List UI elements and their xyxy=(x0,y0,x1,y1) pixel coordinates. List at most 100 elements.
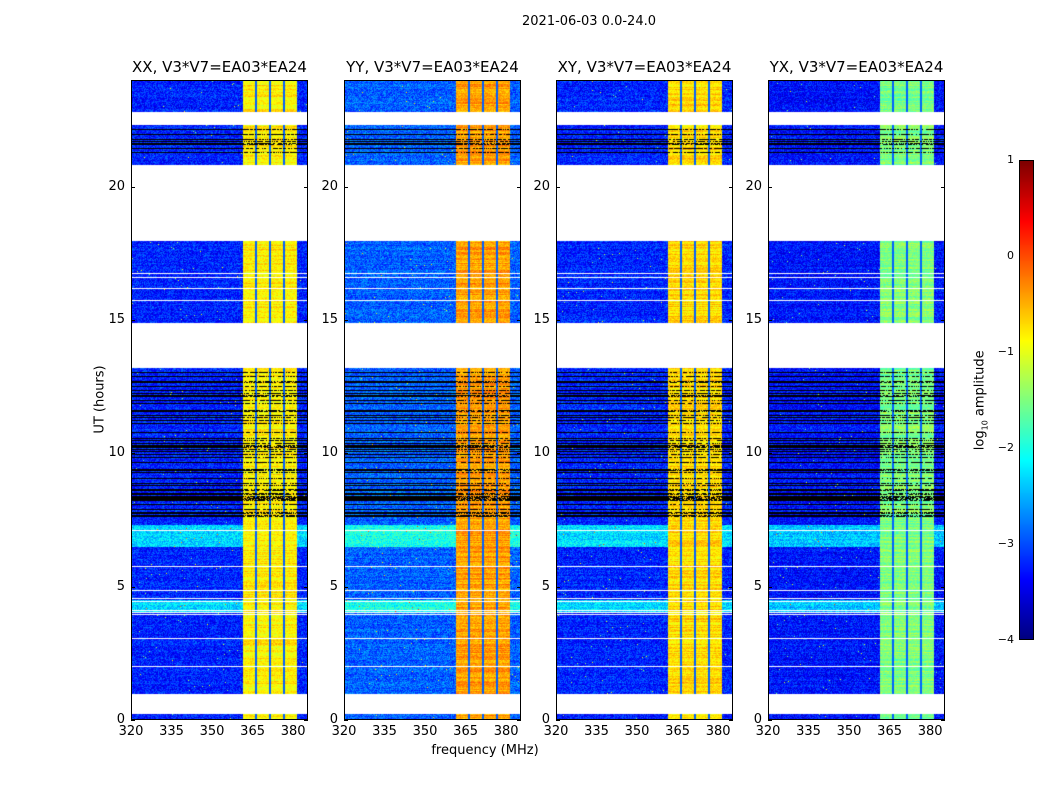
y-tick-label: 0 xyxy=(329,712,338,727)
y-tick xyxy=(941,720,945,721)
axes-frame xyxy=(131,80,308,720)
y-tick xyxy=(344,586,348,588)
y-tick xyxy=(517,720,521,721)
x-tick-label: 380 xyxy=(705,724,731,739)
x-tick-label: 365 xyxy=(665,724,690,739)
panel-title: YX, V3*V7=EA03*EA24 xyxy=(769,58,944,76)
heatmap-image xyxy=(768,80,945,720)
y-tick xyxy=(517,186,521,188)
y-tick xyxy=(344,186,348,188)
y-tick-label: 15 xyxy=(108,312,125,327)
panel-3: YX, V3*V7=EA03*EA24 0 5 10 15 20 320 335 35… xyxy=(745,58,945,739)
colorbar-tick-label: −1 xyxy=(997,345,1014,358)
axes-frame xyxy=(768,80,945,720)
figure-title: 2021-06-03 0.0-24.0 xyxy=(522,14,656,29)
y-tick xyxy=(941,586,945,588)
x-tick-label: 335 xyxy=(584,724,609,739)
panel-title: XX, V3*V7=EA03*EA24 xyxy=(132,58,307,76)
y-tick xyxy=(729,586,733,588)
y-tick-label: 20 xyxy=(321,178,338,194)
y-tick-label: 5 xyxy=(753,578,762,594)
colorbar-tick-label: −3 xyxy=(997,537,1014,550)
y-tick xyxy=(304,186,308,188)
y-tick-label: 5 xyxy=(541,578,550,594)
heatmap-image xyxy=(556,80,733,720)
heatmap-image xyxy=(131,80,308,720)
y-tick xyxy=(941,186,945,188)
axes-frame xyxy=(556,80,733,720)
y-tick-label: 5 xyxy=(329,578,338,594)
y-tick xyxy=(517,586,521,588)
y-tick xyxy=(131,586,135,588)
y-tick xyxy=(304,586,308,588)
colorbar-tick-label: 1 xyxy=(1007,153,1014,166)
y-tick xyxy=(729,720,733,721)
y-tick xyxy=(556,453,560,455)
y-tick xyxy=(768,586,772,588)
y-tick xyxy=(556,586,560,588)
y-tick-label: 15 xyxy=(321,312,338,327)
y-tick xyxy=(131,720,135,721)
y-tick xyxy=(941,453,945,455)
x-tick-label: 380 xyxy=(493,724,519,739)
y-tick xyxy=(517,453,521,455)
colorbar xyxy=(1019,160,1034,640)
x-tick-label: 380 xyxy=(917,724,943,739)
panel-1: YY, V3*V7=EA03*EA24 0 5 10 15 20 320 335 35… xyxy=(321,58,521,739)
colorbar-tick-label: 0 xyxy=(1007,249,1014,262)
y-tick-label: 20 xyxy=(745,178,762,194)
x-tick-label: 350 xyxy=(412,724,438,739)
x-tick-label: 335 xyxy=(159,724,184,739)
y-tick-label: 15 xyxy=(533,312,550,327)
x-tick-label: 380 xyxy=(280,724,306,739)
heatmap-image xyxy=(344,80,521,720)
colorbar-tick-label: −2 xyxy=(997,441,1014,454)
y-tick-label: 0 xyxy=(116,712,125,727)
x-tick-label: 365 xyxy=(877,724,902,739)
x-tick-label: 320 xyxy=(755,724,781,739)
y-tick-label: 10 xyxy=(108,445,125,461)
x-tick-label: 350 xyxy=(199,724,225,739)
colorbar-label: log10 amplitude xyxy=(972,350,990,451)
y-tick-label: 10 xyxy=(745,445,762,461)
y-tick xyxy=(304,453,308,455)
y-tick xyxy=(304,320,308,321)
y-tick xyxy=(344,320,348,321)
y-tick xyxy=(768,186,772,188)
x-tick-label: 335 xyxy=(796,724,821,739)
y-tick xyxy=(729,453,733,455)
y-tick xyxy=(729,186,733,188)
x-tick-label: 320 xyxy=(331,724,357,739)
y-tick xyxy=(517,320,521,321)
y-tick xyxy=(941,320,945,321)
y-tick xyxy=(556,320,560,321)
y-tick xyxy=(729,320,733,321)
y-tick xyxy=(768,720,772,721)
y-tick xyxy=(131,453,135,455)
x-tick-label: 320 xyxy=(543,724,569,739)
y-tick xyxy=(768,320,772,321)
panel-title: XY, V3*V7=EA03*EA24 xyxy=(557,58,732,76)
x-tick-label: 365 xyxy=(240,724,265,739)
x-tick-label: 320 xyxy=(118,724,144,739)
y-tick-label: 15 xyxy=(745,312,762,327)
x-tick-label: 350 xyxy=(624,724,650,739)
y-tick-label: 5 xyxy=(116,578,125,594)
panel-0: XX, V3*V7=EA03*EA24 0 5 10 15 20 320 335 35… xyxy=(108,58,308,739)
y-axis-label: UT (hours) xyxy=(92,365,108,434)
colorbar-tick-label: −4 xyxy=(997,633,1014,646)
y-tick-label: 20 xyxy=(108,178,125,194)
y-tick-label: 0 xyxy=(541,712,550,727)
y-tick xyxy=(768,453,772,455)
y-tick-label: 10 xyxy=(533,445,550,461)
axes-frame xyxy=(344,80,521,720)
y-tick-label: 10 xyxy=(321,445,338,461)
panel-2: XY, V3*V7=EA03*EA24 0 5 10 15 20 320 335 35… xyxy=(533,58,733,739)
y-tick-label: 0 xyxy=(753,712,762,727)
y-tick xyxy=(556,720,560,721)
x-tick-label: 335 xyxy=(372,724,397,739)
x-tick-label: 350 xyxy=(836,724,862,739)
y-tick xyxy=(556,186,560,188)
panel-title: YY, V3*V7=EA03*EA24 xyxy=(346,58,519,76)
